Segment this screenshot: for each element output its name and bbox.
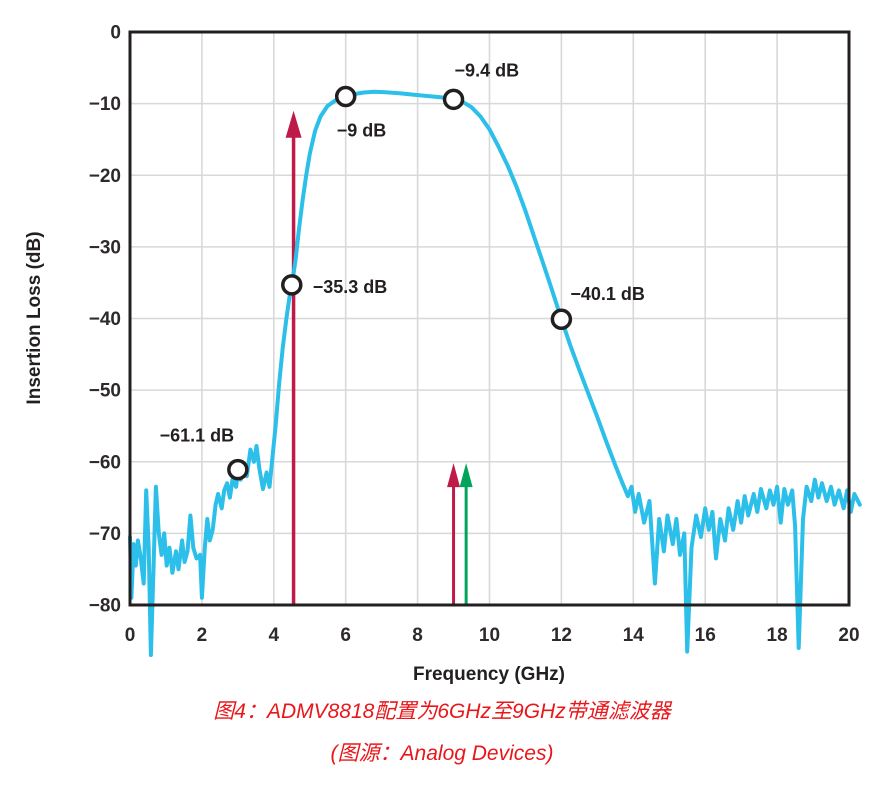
y-tick-label: −70 xyxy=(89,524,121,545)
x-tick-label: 16 xyxy=(695,625,716,646)
insertion-loss-chart: −61.1 dB −35.3 dB −9 dB −9.4 dB −40.1 dB 0 2 4… xyxy=(24,23,862,685)
data-point-marker xyxy=(281,274,303,296)
y-tick-label: −80 xyxy=(89,596,121,617)
y-tick-label: 0 xyxy=(110,23,121,44)
annotation-layer: −61.1 dB −35.3 dB −9 dB −9.4 dB −40.1 dB xyxy=(160,60,645,445)
y-tick-label: −30 xyxy=(89,237,121,258)
x-tick-label: 14 xyxy=(623,625,645,646)
y-tick-label: −20 xyxy=(89,166,121,187)
insertion-loss-curve xyxy=(128,89,862,658)
plot-border xyxy=(128,30,851,607)
x-tick-label: 10 xyxy=(479,625,500,646)
annotation-label: −9.4 dB xyxy=(455,60,520,80)
axis-layer: 0 2 4 6 8 10 12 14 16 18 20 0 −10 −20 −30 −40 −50 −60 −70 −… xyxy=(89,23,860,647)
data-point-marker xyxy=(550,308,573,330)
annotation-label: −9 dB xyxy=(337,120,387,140)
data-point-marker xyxy=(227,458,249,481)
x-tick-label: 6 xyxy=(340,625,351,646)
annotation-label: −40.1 dB xyxy=(570,284,645,304)
x-tick-label: 2 xyxy=(197,625,208,646)
arrow-layer xyxy=(285,110,473,605)
caption-line1: 图4：ADMV8818配置为6GHz至9GHz带通滤波器 xyxy=(213,700,671,723)
cutoff-arrow-9.3ghz-green-head xyxy=(459,463,473,488)
y-tick-label: −40 xyxy=(89,309,121,330)
annotation-label: −61.1 dB xyxy=(160,426,235,446)
y-tick-label: −50 xyxy=(89,381,121,402)
marker-layer xyxy=(227,85,573,481)
y-tick-label: −60 xyxy=(89,452,121,473)
x-tick-label: 4 xyxy=(269,625,280,646)
x-tick-label: 0 xyxy=(125,625,136,646)
data-point-marker xyxy=(334,85,357,108)
y-tick-label: −10 xyxy=(89,94,121,115)
x-tick-label: 20 xyxy=(838,625,859,646)
cutoff-arrow-9ghz-red-head xyxy=(447,463,461,488)
annotation-label: −35.3 dB xyxy=(313,277,388,297)
cutoff-arrow-4.5ghz-red-head xyxy=(285,110,302,138)
x-tick-label: 12 xyxy=(551,625,572,646)
x-tick-label: 8 xyxy=(412,625,423,646)
curve-layer xyxy=(128,89,862,658)
figure-caption: 图4：ADMV8818配置为6GHz至9GHz带通滤波器 (图源：Analog … xyxy=(0,699,884,767)
data-point-marker xyxy=(442,88,465,111)
x-tick-label: 18 xyxy=(767,625,788,646)
y-axis-title: Insertion Loss (dB) xyxy=(24,231,45,404)
figure4-admv8818-bandpass: −61.1 dB −35.3 dB −9 dB −9.4 dB −40.1 dB 0 2 4… xyxy=(0,23,884,767)
x-axis-title: Frequency (GHz) xyxy=(413,664,565,685)
caption-line2: (图源：Analog Devices) xyxy=(330,742,554,765)
